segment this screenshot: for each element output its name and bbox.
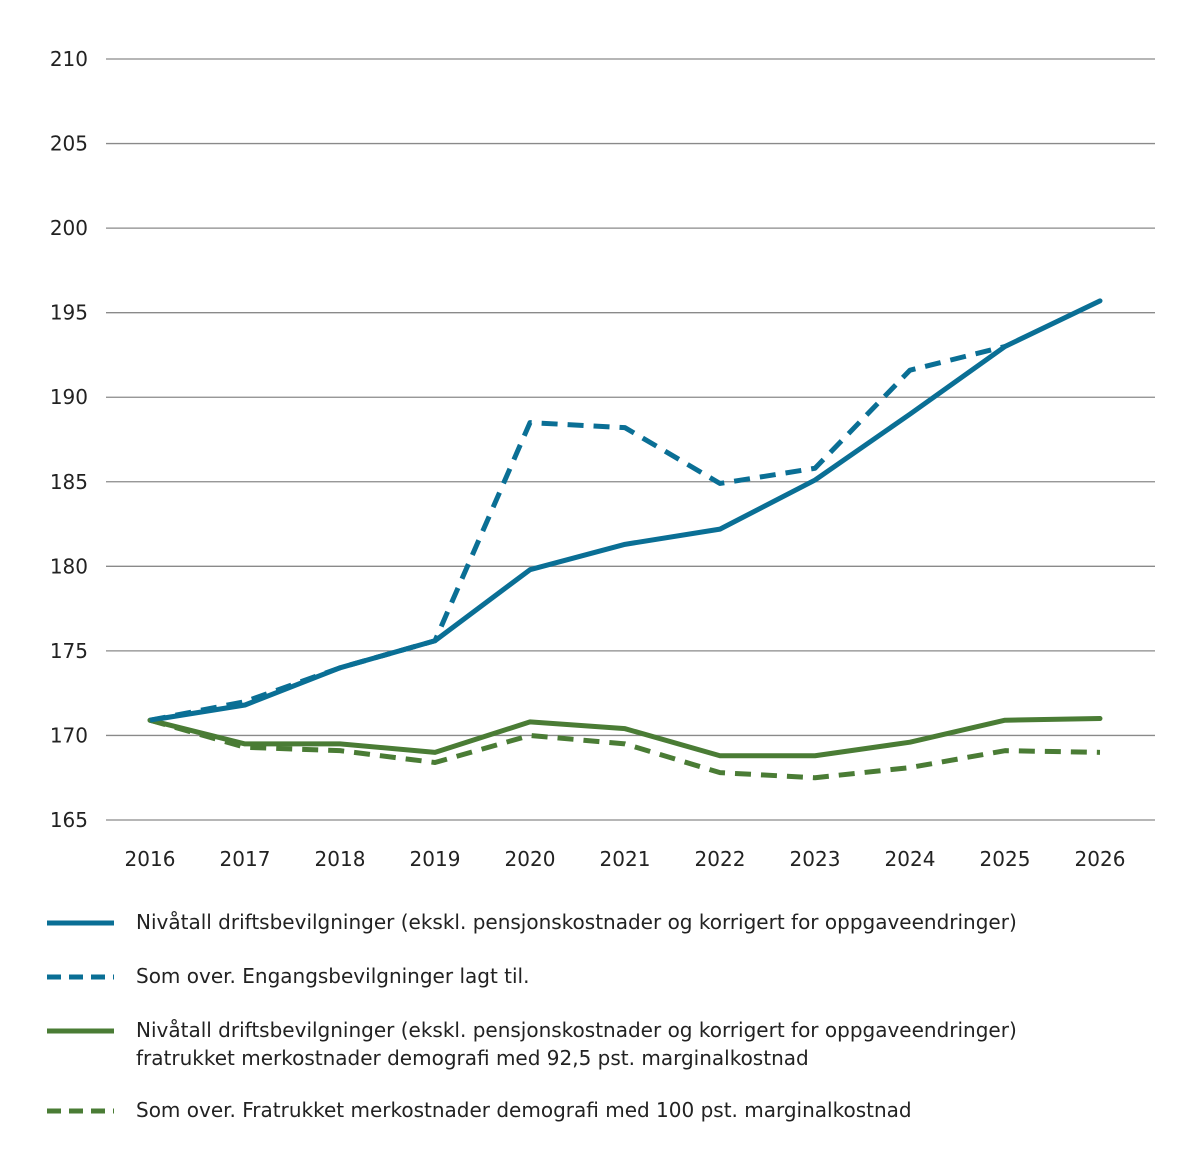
x-tick-label: 2018 <box>315 847 366 871</box>
y-tick-label: 180 <box>50 554 88 578</box>
x-tick-label: 2022 <box>695 847 746 871</box>
x-tick-label: 2025 <box>980 847 1031 871</box>
legend-item: Som over. Engangsbevilgninger lagt til. <box>44 962 1164 992</box>
legend-item: Som over. Fratrukket merkostnader demogr… <box>44 1096 1164 1126</box>
legend-swatch <box>47 974 114 980</box>
legend-swatch <box>47 1108 114 1114</box>
legend-item: Nivåtall driftsbevilgninger (ekskl. pens… <box>44 1016 1164 1072</box>
x-tick-label: 2024 <box>885 847 936 871</box>
x-tick-label: 2020 <box>505 847 556 871</box>
series-line-1 <box>149 344 1006 723</box>
x-tick-label: 2016 <box>125 847 176 871</box>
legend-swatch <box>47 1028 114 1034</box>
series-line-0 <box>147 298 1103 723</box>
y-tick-label: 195 <box>50 301 88 325</box>
legend-label: Som over. Fratrukket merkostnader demogr… <box>136 1098 912 1122</box>
legend-label: Nivåtall driftsbevilgninger (ekskl. pens… <box>136 910 1017 934</box>
y-tick-label: 170 <box>50 723 88 747</box>
y-tick-label: 175 <box>50 639 88 663</box>
x-tick-label: 2021 <box>600 847 651 871</box>
x-tick-label: 2023 <box>790 847 841 871</box>
x-tick-label: 2026 <box>1075 847 1126 871</box>
y-tick-label: 190 <box>50 385 88 409</box>
legend-item: Nivåtall driftsbevilgninger (ekskl. pens… <box>44 908 1164 938</box>
x-tick-label: 2019 <box>410 847 461 871</box>
y-tick-label: 210 <box>50 47 88 71</box>
y-tick-label: 205 <box>50 132 88 156</box>
x-tick-label: 2017 <box>220 847 271 871</box>
y-tick-label: 165 <box>50 808 88 832</box>
y-tick-label: 185 <box>50 470 88 494</box>
legend-label: Nivåtall driftsbevilgninger (ekskl. pens… <box>136 1018 1017 1070</box>
legend-swatch <box>47 920 114 926</box>
legend: Nivåtall driftsbevilgninger (ekskl. pens… <box>44 908 1164 1150</box>
series-line-2 <box>147 716 1103 759</box>
y-tick-label: 200 <box>50 216 88 240</box>
line-chart: 165 170 175 180 185 190 195 200 205 210 2016 2017 2… <box>50 47 1155 871</box>
legend-label: Som over. Engangsbevilgninger lagt til. <box>136 964 530 988</box>
